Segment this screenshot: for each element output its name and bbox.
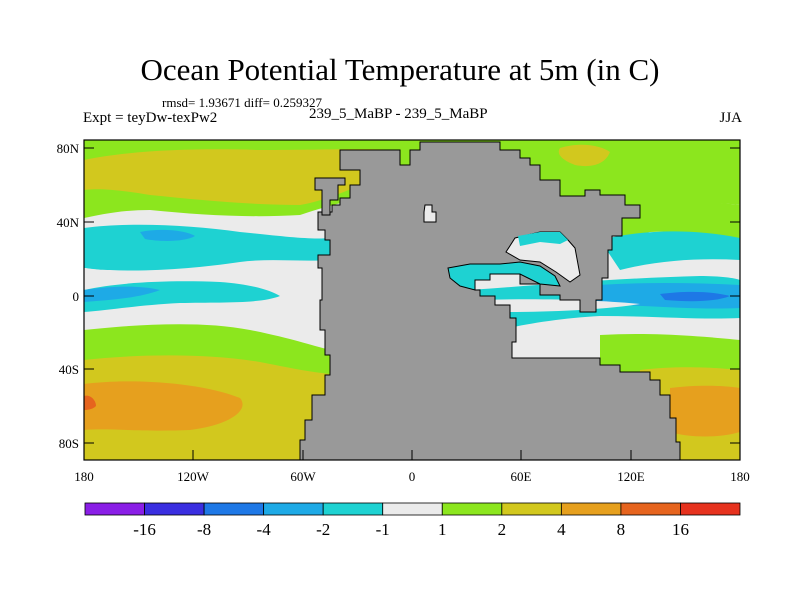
colorbar-swatch: [84, 502, 145, 516]
land-mask: [299, 141, 681, 460]
lon-label: 120W: [177, 469, 210, 484]
region-east-white-strip: [480, 299, 640, 312]
lon-ticks: [83, 450, 741, 460]
region-north-yellow: [84, 149, 400, 205]
colorbar-swatch: [560, 502, 622, 516]
land-isle-2: [423, 204, 437, 223]
region-south-orange: [84, 381, 243, 431]
lon-label: 0: [409, 469, 416, 484]
colorbar-label: -16: [133, 520, 156, 539]
colorbar-swatch: [441, 502, 503, 516]
region-blue-spot: [140, 229, 195, 241]
lat-label: 80S: [59, 436, 79, 451]
lon-label: 60W: [290, 469, 316, 484]
map-area: [84, 140, 740, 460]
plot-title: Ocean Potential Temperature at 5m (in C): [140, 52, 660, 87]
experiment-names: 239_5_MaBP - 239_5_MaBP: [309, 106, 488, 122]
lat-label: 80N: [57, 141, 80, 156]
colorbar-label: 4: [557, 520, 566, 539]
lon-label: 180: [74, 469, 94, 484]
region-east-darkblue: [660, 291, 730, 302]
region-se-orange: [670, 385, 740, 437]
colorbar-swatch: [620, 502, 681, 516]
colorbar-label: 8: [617, 520, 626, 539]
region-south-red-spot: [84, 395, 96, 410]
colorbar-swatch: [144, 502, 205, 516]
colorbar-label: 16: [672, 520, 689, 539]
colorbar-label: -1: [376, 520, 390, 539]
lat-ticks: [84, 147, 740, 444]
lat-label: 40N: [57, 215, 80, 230]
stats-text: rmsd= 1.93671 diff= 0.259327: [162, 95, 322, 110]
colorbar-label: -2: [316, 520, 330, 539]
inland-basin-edge: [518, 232, 568, 246]
region-blue-south: [84, 286, 160, 302]
colorbar-label: -4: [257, 520, 272, 539]
region-north-yellow-2: [558, 144, 610, 167]
colorbar-labels: -16 -8 -4 -2 -1 1 2 4 8 16: [133, 520, 689, 539]
experiment-label: Expt = teyDw-texPw2: [83, 110, 218, 126]
colorbar: [84, 502, 741, 516]
colorbar-label: 2: [498, 520, 507, 539]
land-isle-1: [314, 177, 346, 216]
colorbar-label: 1: [438, 520, 447, 539]
colorbar-swatch: [263, 502, 324, 516]
colorbar-label: -8: [197, 520, 211, 539]
colorbar-swatch: [680, 502, 741, 516]
lon-label: 60E: [511, 469, 532, 484]
lon-label: 180: [730, 469, 750, 484]
colorbar-swatch: [501, 502, 562, 516]
season-label: JJA: [719, 110, 742, 126]
gulf-pocket: [447, 261, 561, 291]
region-east-cyan: [600, 231, 740, 270]
colorbar-swatch: [203, 502, 265, 516]
colorbar-swatch: [322, 502, 384, 516]
lat-label: 40S: [59, 362, 79, 377]
lon-label: 120E: [617, 469, 645, 484]
colorbar-swatch: [382, 502, 443, 516]
lat-label: 0: [73, 289, 80, 304]
